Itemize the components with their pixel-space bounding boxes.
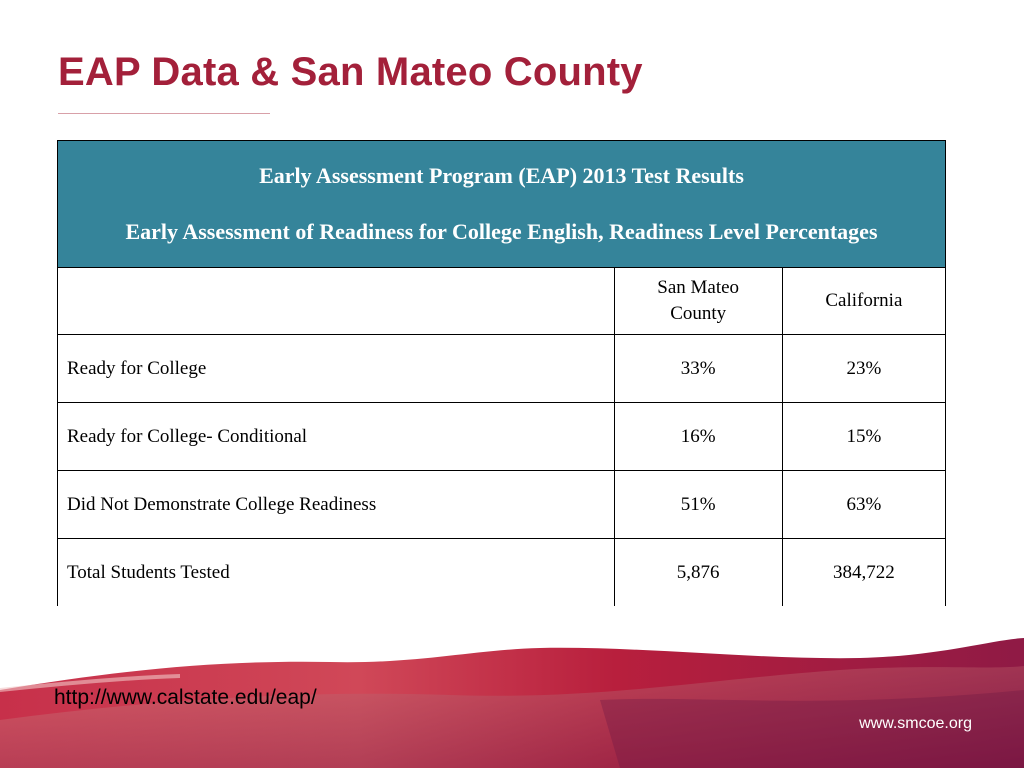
table-row: Total Students Tested 5,876 384,722 bbox=[57, 538, 947, 606]
row-label: Did Not Demonstrate College Readiness bbox=[57, 470, 615, 539]
column-header-empty bbox=[57, 267, 615, 335]
decorative-wave-footer bbox=[0, 638, 1024, 768]
eap-results-table: Early Assessment Program (EAP) 2013 Test… bbox=[57, 140, 947, 606]
san-mateo-value: 5,876 bbox=[613, 538, 783, 606]
california-value: 384,722 bbox=[781, 538, 947, 606]
san-mateo-value: 51% bbox=[613, 470, 783, 539]
table-row: Ready for College 33% 23% bbox=[57, 334, 947, 403]
san-mateo-value: 33% bbox=[613, 334, 783, 403]
row-label: Ready for College bbox=[57, 334, 615, 403]
table-header-title: Early Assessment Program (EAP) 2013 Test… bbox=[259, 163, 744, 188]
california-value: 63% bbox=[781, 470, 947, 539]
table-header: Early Assessment Program (EAP) 2013 Test… bbox=[57, 140, 946, 268]
title-underline bbox=[58, 113, 270, 114]
slide-title: EAP Data & San Mateo County bbox=[58, 50, 643, 94]
footer-url: www.smcoe.org bbox=[859, 715, 972, 732]
row-label: Ready for College- Conditional bbox=[57, 402, 615, 471]
california-value: 23% bbox=[781, 334, 947, 403]
source-link[interactable]: http://www.calstate.edu/eap/ bbox=[54, 686, 317, 709]
table-row: Did Not Demonstrate College Readiness 51… bbox=[57, 470, 947, 539]
san-mateo-value: 16% bbox=[613, 402, 783, 471]
column-header-san-mateo: San Mateo County bbox=[613, 267, 783, 335]
column-header-san-mateo-label: San Mateo County bbox=[657, 277, 740, 324]
table-header-subtitle: Early Assessment of Readiness for Colleg… bbox=[125, 219, 878, 244]
row-label: Total Students Tested bbox=[57, 538, 615, 606]
table-row: Ready for College- Conditional 16% 15% bbox=[57, 402, 947, 471]
california-value: 15% bbox=[781, 402, 947, 471]
column-header-california: California bbox=[781, 267, 947, 335]
